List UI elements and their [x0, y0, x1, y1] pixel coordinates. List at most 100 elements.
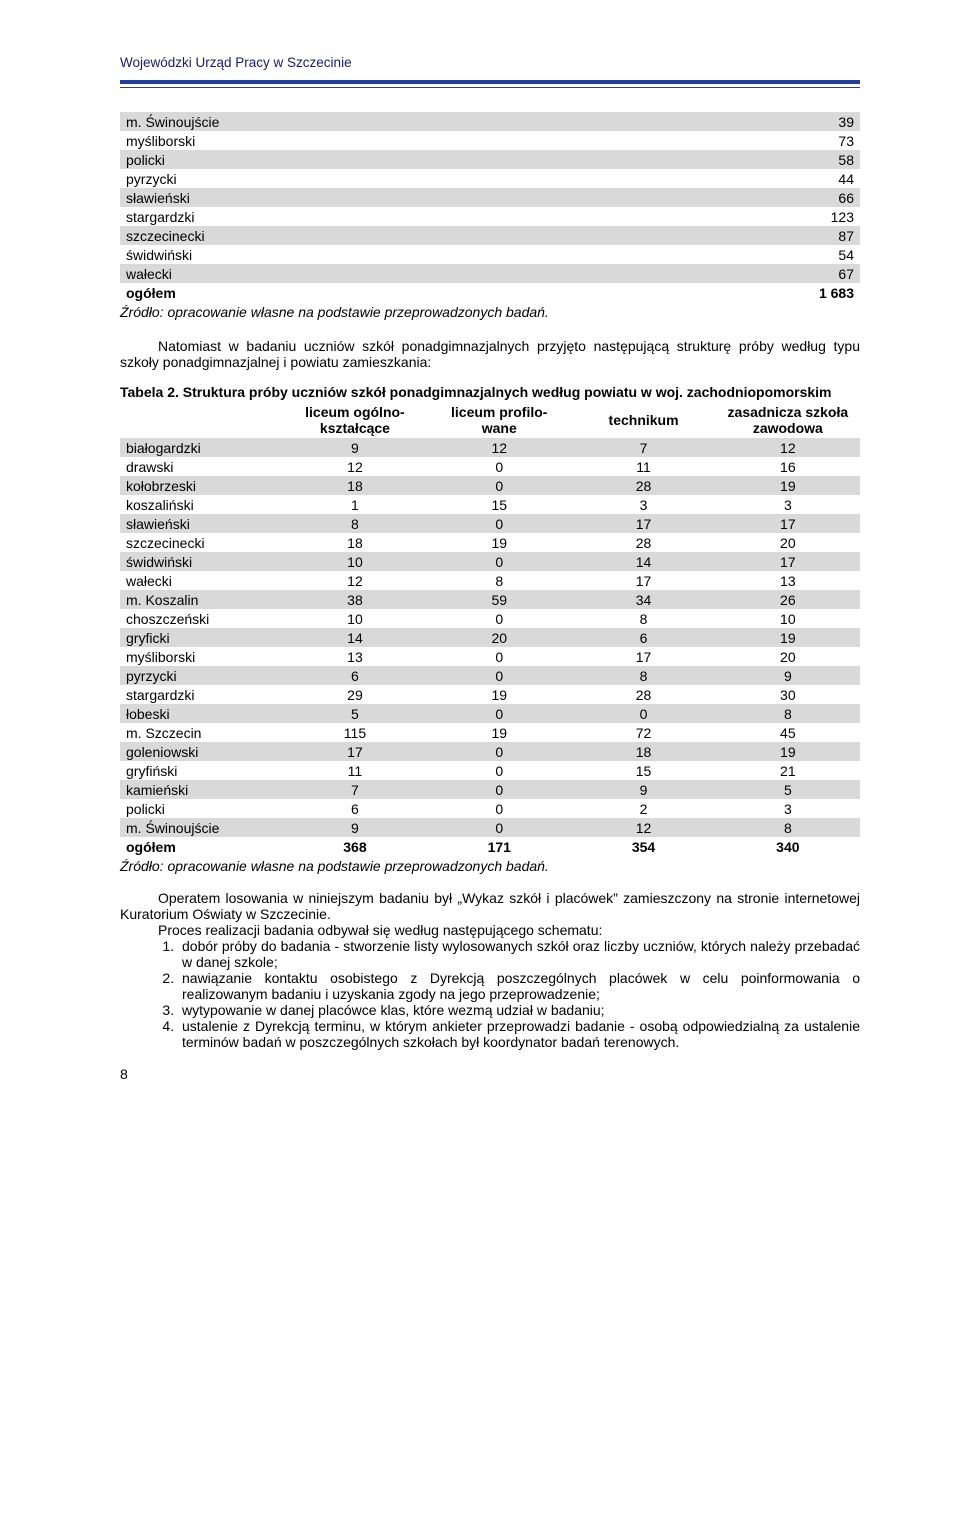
cell: 0 — [427, 514, 571, 533]
cell: 26 — [716, 590, 860, 609]
column-header — [120, 402, 283, 438]
table-row: policki6023 — [120, 799, 860, 818]
table-2-source: Źródło: opracowanie własne na podstawie … — [120, 858, 860, 874]
cell: 11 — [571, 457, 715, 476]
cell: 11 — [283, 761, 427, 780]
cell: 3 — [571, 495, 715, 514]
cell: 15 — [571, 761, 715, 780]
cell: 12 — [283, 457, 427, 476]
cell: 8 — [571, 666, 715, 685]
cell: 19 — [716, 476, 860, 495]
list-item: dobór próby do badania - stworzenie list… — [178, 938, 860, 970]
cell-value: 66 — [490, 188, 860, 207]
table-row: stargardzki29192830 — [120, 685, 860, 704]
table-row: szczecinecki87 — [120, 226, 860, 245]
column-header: liceum profilo-wane — [427, 402, 571, 438]
cell: 340 — [716, 837, 860, 856]
table-row: myśliborski73 — [120, 131, 860, 150]
table-row: pyrzycki6089 — [120, 666, 860, 685]
cell: 6 — [283, 666, 427, 685]
table-row: świdwiński54 — [120, 245, 860, 264]
list-item: ustalenie z Dyrekcją terminu, w którym a… — [178, 1018, 860, 1050]
cell: 59 — [427, 590, 571, 609]
cell: 10 — [716, 609, 860, 628]
cell: 19 — [716, 742, 860, 761]
cell: łobeski — [120, 704, 283, 723]
cell: 18 — [283, 476, 427, 495]
cell: 0 — [427, 780, 571, 799]
cell: 19 — [427, 533, 571, 552]
cell: 15 — [427, 495, 571, 514]
table-1-source: Źródło: opracowanie własne na podstawie … — [120, 304, 860, 320]
table-row: koszaliński11533 — [120, 495, 860, 514]
table-row: choszczeński100810 — [120, 609, 860, 628]
cell: 0 — [427, 818, 571, 837]
cell: wałecki — [120, 571, 283, 590]
cell: 10 — [283, 552, 427, 571]
cell: 21 — [716, 761, 860, 780]
table-1: m. Świnoujście39myśliborski73policki58py… — [120, 112, 860, 302]
cell: 20 — [716, 647, 860, 666]
cell: m. Szczecin — [120, 723, 283, 742]
cell: 17 — [283, 742, 427, 761]
table-row: stargardzki123 — [120, 207, 860, 226]
list-item: nawiązanie kontaktu osobistego z Dyrekcj… — [178, 970, 860, 1002]
table-row: łobeski5008 — [120, 704, 860, 723]
paragraph-intro: Natomiast w badaniu uczniów szkół ponadg… — [120, 338, 860, 370]
cell: 5 — [283, 704, 427, 723]
table-row: policki58 — [120, 150, 860, 169]
cell: 29 — [283, 685, 427, 704]
header-rule — [120, 80, 860, 88]
table-row: goleniowski1701819 — [120, 742, 860, 761]
cell: 8 — [427, 571, 571, 590]
cell: 0 — [427, 647, 571, 666]
cell: 0 — [427, 476, 571, 495]
table-row: gryfiński1101521 — [120, 761, 860, 780]
cell: kamieński — [120, 780, 283, 799]
cell: 45 — [716, 723, 860, 742]
cell: 17 — [571, 514, 715, 533]
cell-value: 67 — [490, 264, 860, 283]
cell: 20 — [716, 533, 860, 552]
cell: 9 — [571, 780, 715, 799]
numbered-list: dobór próby do badania - stworzenie list… — [120, 938, 860, 1050]
cell: 12 — [716, 438, 860, 457]
cell: myśliborski — [120, 647, 283, 666]
table-row: sławieński66 — [120, 188, 860, 207]
table-row: wałecki1281713 — [120, 571, 860, 590]
cell-label: policki — [120, 150, 490, 169]
cell: 30 — [716, 685, 860, 704]
body-p2: Proces realizacji badania odbywał się we… — [120, 922, 860, 938]
cell: 17 — [716, 552, 860, 571]
cell: gryficki — [120, 628, 283, 647]
cell: 7 — [571, 438, 715, 457]
table-row: m. Świnoujście39 — [120, 112, 860, 131]
cell: 8 — [283, 514, 427, 533]
cell: 9 — [716, 666, 860, 685]
cell: policki — [120, 799, 283, 818]
cell: 12 — [427, 438, 571, 457]
cell: stargardzki — [120, 685, 283, 704]
cell: 8 — [716, 818, 860, 837]
cell: 115 — [283, 723, 427, 742]
cell: 17 — [716, 514, 860, 533]
cell: 10 — [283, 609, 427, 628]
cell: choszczeński — [120, 609, 283, 628]
column-header: technikum — [571, 402, 715, 438]
table-row: szczecinecki18192820 — [120, 533, 860, 552]
table-row: wałecki67 — [120, 264, 860, 283]
cell-value: 123 — [490, 207, 860, 226]
page-number: 8 — [120, 1066, 128, 1082]
cell: szczecinecki — [120, 533, 283, 552]
table-row: m. Koszalin38593426 — [120, 590, 860, 609]
cell: 368 — [283, 837, 427, 856]
cell: 28 — [571, 476, 715, 495]
cell: koszaliński — [120, 495, 283, 514]
cell: 9 — [283, 438, 427, 457]
cell: 17 — [571, 647, 715, 666]
cell: świdwiński — [120, 552, 283, 571]
cell: pyrzycki — [120, 666, 283, 685]
table-row: kołobrzeski1802819 — [120, 476, 860, 495]
cell: 18 — [571, 742, 715, 761]
cell-value: 58 — [490, 150, 860, 169]
